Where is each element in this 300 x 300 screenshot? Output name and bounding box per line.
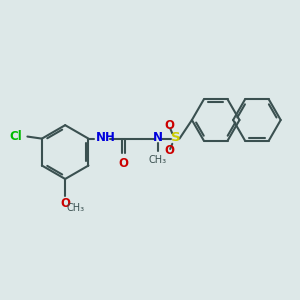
Text: S: S: [170, 131, 180, 144]
Text: N: N: [153, 131, 163, 144]
Text: Cl: Cl: [10, 130, 22, 143]
Text: O: O: [60, 196, 70, 210]
Text: O: O: [164, 119, 174, 132]
Text: O: O: [118, 157, 129, 170]
Text: CH₃: CH₃: [66, 203, 84, 213]
Text: NH: NH: [96, 131, 116, 144]
Text: CH₃: CH₃: [149, 155, 167, 165]
Text: O: O: [164, 143, 174, 157]
